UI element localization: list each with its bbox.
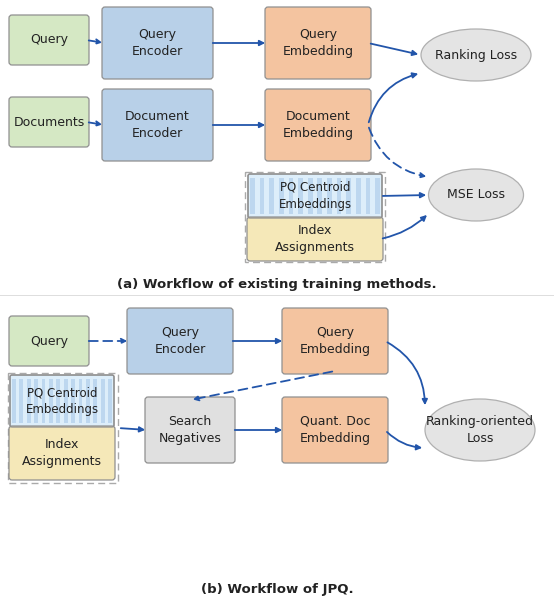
- Bar: [279, 178, 284, 214]
- Text: Documents: Documents: [13, 115, 85, 129]
- Bar: [79, 379, 83, 423]
- FancyBboxPatch shape: [9, 426, 115, 480]
- Text: PQ Centroid
Embeddings: PQ Centroid Embeddings: [25, 386, 99, 416]
- FancyBboxPatch shape: [9, 15, 89, 65]
- FancyBboxPatch shape: [9, 97, 89, 147]
- Bar: [19, 379, 23, 423]
- Bar: [86, 379, 90, 423]
- Bar: [34, 379, 38, 423]
- Bar: [101, 379, 105, 423]
- Text: PQ Centroid
Embeddings: PQ Centroid Embeddings: [279, 181, 352, 211]
- Ellipse shape: [421, 29, 531, 81]
- Ellipse shape: [428, 169, 524, 221]
- FancyBboxPatch shape: [247, 217, 383, 261]
- Bar: [269, 178, 274, 214]
- FancyBboxPatch shape: [145, 397, 235, 463]
- FancyBboxPatch shape: [248, 174, 382, 218]
- FancyBboxPatch shape: [9, 316, 89, 366]
- FancyBboxPatch shape: [10, 375, 114, 427]
- Bar: [57, 379, 60, 423]
- FancyBboxPatch shape: [102, 89, 213, 161]
- Text: Query: Query: [30, 334, 68, 347]
- Bar: [27, 379, 30, 423]
- Bar: [375, 178, 380, 214]
- Bar: [64, 379, 68, 423]
- Text: Search
Negatives: Search Negatives: [158, 415, 222, 445]
- Bar: [366, 178, 371, 214]
- Bar: [346, 178, 351, 214]
- Bar: [12, 379, 16, 423]
- FancyBboxPatch shape: [102, 7, 213, 79]
- Bar: [356, 178, 361, 214]
- Text: Query
Encoder: Query Encoder: [132, 28, 183, 58]
- Text: Query: Query: [30, 33, 68, 47]
- Bar: [250, 178, 255, 214]
- Ellipse shape: [425, 399, 535, 461]
- Text: Ranking-oriented
Loss: Ranking-oriented Loss: [426, 415, 534, 445]
- Bar: [317, 178, 322, 214]
- Text: Index
Assignments: Index Assignments: [22, 438, 102, 468]
- Bar: [308, 178, 312, 214]
- Bar: [289, 178, 293, 214]
- Text: Ranking Loss: Ranking Loss: [435, 48, 517, 62]
- Bar: [327, 178, 332, 214]
- Text: Document
Encoder: Document Encoder: [125, 110, 190, 140]
- FancyBboxPatch shape: [282, 397, 388, 463]
- Text: Index
Assignments: Index Assignments: [275, 224, 355, 254]
- Text: MSE Loss: MSE Loss: [447, 188, 505, 202]
- Text: Query
Embedding: Query Embedding: [283, 28, 353, 58]
- Text: Query
Embedding: Query Embedding: [300, 326, 371, 356]
- Bar: [298, 178, 303, 214]
- Text: Quant. Doc
Embedding: Quant. Doc Embedding: [300, 415, 371, 445]
- Bar: [337, 178, 341, 214]
- Text: (b) Workflow of JPQ.: (b) Workflow of JPQ.: [201, 583, 353, 596]
- Text: (a) Workflow of existing training methods.: (a) Workflow of existing training method…: [117, 278, 437, 291]
- FancyBboxPatch shape: [127, 308, 233, 374]
- Bar: [260, 178, 264, 214]
- Bar: [42, 379, 45, 423]
- Text: Query
Encoder: Query Encoder: [155, 326, 206, 356]
- Bar: [49, 379, 53, 423]
- FancyBboxPatch shape: [282, 308, 388, 374]
- Bar: [108, 379, 112, 423]
- FancyBboxPatch shape: [265, 7, 371, 79]
- Text: Document
Embedding: Document Embedding: [283, 110, 353, 140]
- FancyBboxPatch shape: [265, 89, 371, 161]
- Bar: [94, 379, 97, 423]
- Bar: [71, 379, 75, 423]
